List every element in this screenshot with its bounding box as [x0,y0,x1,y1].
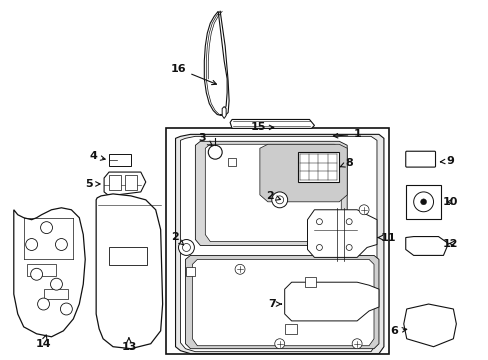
Text: 8: 8 [339,158,352,168]
Circle shape [346,219,351,225]
Polygon shape [14,208,85,337]
Bar [284,324,296,334]
Circle shape [346,244,351,251]
Bar [405,185,441,219]
Polygon shape [405,237,447,255]
Text: 7: 7 [267,299,281,309]
Circle shape [358,205,368,215]
Bar [228,158,236,166]
Bar [109,175,121,190]
Text: 4: 4 [89,151,105,161]
Bar [109,154,131,166]
Circle shape [316,219,322,225]
Polygon shape [185,255,378,349]
Circle shape [235,264,244,274]
Polygon shape [104,172,145,196]
Circle shape [41,222,52,234]
Text: 2: 2 [170,231,183,245]
Circle shape [182,243,190,251]
Polygon shape [222,107,225,118]
Text: 13: 13 [121,338,136,352]
Circle shape [275,196,283,204]
Circle shape [31,268,42,280]
Polygon shape [192,260,373,346]
Bar [165,129,388,354]
Polygon shape [205,144,341,242]
Polygon shape [204,11,226,116]
Text: 11: 11 [377,233,396,243]
Text: 5: 5 [85,179,100,189]
Polygon shape [307,210,376,257]
Text: 14: 14 [36,335,51,349]
Text: 12: 12 [442,239,457,248]
Circle shape [351,339,361,349]
Bar [109,247,146,265]
Circle shape [316,244,322,251]
Polygon shape [195,141,346,246]
Circle shape [413,192,433,212]
Bar [186,267,195,276]
Polygon shape [180,136,376,352]
Text: 9: 9 [440,156,453,166]
Text: 2: 2 [265,191,280,201]
Text: 1: 1 [333,129,360,139]
Bar [304,277,316,287]
Polygon shape [403,304,455,347]
Polygon shape [406,152,434,166]
Text: 10: 10 [442,197,457,207]
Text: 16: 16 [170,64,216,85]
Polygon shape [284,282,378,321]
FancyBboxPatch shape [405,151,435,167]
Bar [297,152,339,182]
Circle shape [274,339,284,349]
Polygon shape [259,144,346,202]
Bar [27,264,56,276]
Circle shape [55,239,67,251]
Circle shape [271,192,287,208]
Polygon shape [230,120,314,129]
Text: 6: 6 [389,326,406,336]
Circle shape [420,199,426,205]
Circle shape [208,145,222,159]
Bar [43,289,68,299]
Circle shape [178,239,194,255]
Circle shape [26,239,38,251]
Text: 3: 3 [198,133,212,145]
Bar [124,175,137,190]
Polygon shape [175,134,383,354]
Circle shape [38,298,49,310]
Circle shape [50,278,62,290]
Polygon shape [96,194,163,349]
Circle shape [61,303,72,315]
Text: 15: 15 [250,122,273,132]
